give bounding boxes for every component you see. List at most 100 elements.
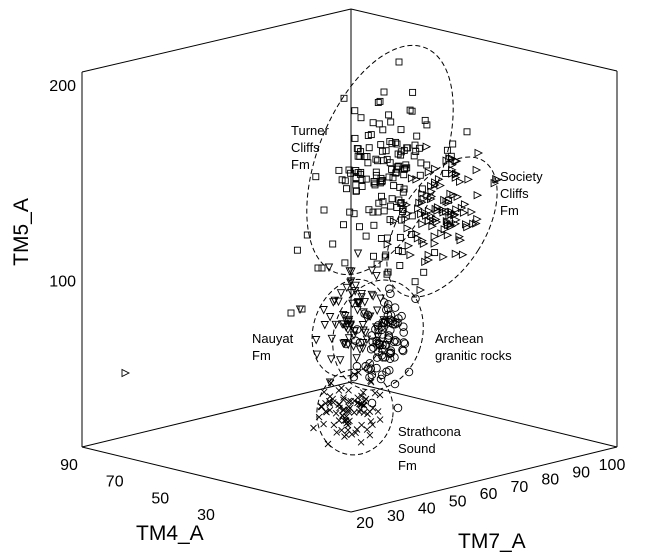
data-point-triangle-right xyxy=(407,174,417,183)
data-point-square xyxy=(380,88,388,96)
data-point-circle xyxy=(398,345,407,355)
data-point-square xyxy=(397,148,405,156)
data-point-circle xyxy=(384,333,394,343)
data-point-square xyxy=(396,183,404,191)
data-point-triangle-right xyxy=(446,189,455,199)
data-point-triangle-right xyxy=(413,234,423,243)
data-point-triangle-down xyxy=(325,313,335,322)
data-point-cross xyxy=(371,389,379,397)
data-point-triangle-down xyxy=(324,263,334,273)
data-point-cross xyxy=(369,421,376,429)
data-point-square xyxy=(379,126,387,134)
data-point-square xyxy=(395,196,403,204)
data-point-square xyxy=(312,173,320,181)
data-point-cross xyxy=(335,387,343,394)
data-point-cross xyxy=(342,431,350,439)
group-label-line: Society xyxy=(500,169,543,184)
data-points xyxy=(121,58,503,448)
data-point-circle xyxy=(366,364,376,373)
data-point-square xyxy=(411,278,419,286)
data-point-circle xyxy=(394,314,403,323)
data-point-cross xyxy=(358,421,365,429)
data-point-square xyxy=(388,195,396,203)
data-point-square xyxy=(378,147,386,155)
data-point-circle xyxy=(386,289,395,298)
data-point-triangle-down xyxy=(344,315,354,325)
data-point-triangle-right xyxy=(447,221,456,231)
data-point-square xyxy=(385,173,393,181)
data-point-triangle-right xyxy=(403,209,413,218)
data-point-triangle-down xyxy=(320,321,330,330)
data-point-triangle-down xyxy=(351,281,360,291)
data-point-square xyxy=(329,240,337,248)
data-point-circle xyxy=(381,316,390,325)
data-point-square xyxy=(408,107,416,115)
data-point-triangle-right xyxy=(490,178,500,188)
data-point-square xyxy=(383,234,391,242)
data-point-triangle-right xyxy=(455,232,464,241)
data-point-triangle-right xyxy=(440,225,450,234)
data-point-square xyxy=(354,152,362,160)
data-point-square xyxy=(354,145,362,153)
data-point-square xyxy=(380,207,388,215)
data-point-cross xyxy=(364,410,371,418)
data-point-triangle-right xyxy=(431,164,440,174)
data-point-square xyxy=(374,99,382,106)
data-point-cross xyxy=(332,409,340,417)
data-point-triangle-right xyxy=(431,178,440,187)
data-point-circle xyxy=(352,362,362,371)
data-point-circle xyxy=(399,328,408,337)
data-point-square xyxy=(375,199,383,207)
data-point-triangle-right xyxy=(418,219,427,229)
data-point-triangle-right xyxy=(452,215,461,225)
data-point-circle xyxy=(385,354,395,363)
data-point-square xyxy=(423,121,431,129)
data-point-cross xyxy=(351,371,358,378)
data-point-square xyxy=(354,169,362,177)
data-point-circle xyxy=(385,366,394,375)
data-point-triangle-down xyxy=(340,339,350,348)
data-point-cross xyxy=(326,406,334,414)
archean-ellipse xyxy=(332,279,424,391)
frame-edge xyxy=(81,446,352,513)
data-point-triangle-down xyxy=(358,339,368,348)
data-point-cross xyxy=(345,386,352,394)
data-point-triangle-right xyxy=(421,208,430,218)
group-label-line: Fm xyxy=(291,157,310,172)
data-point-triangle-right xyxy=(427,192,437,201)
data-point-square xyxy=(345,166,353,174)
data-point-square xyxy=(352,174,360,182)
data-point-triangle-right xyxy=(456,177,465,187)
data-point-triangle-right xyxy=(418,198,427,207)
data-point-cross xyxy=(339,412,346,419)
society-cliffs-ellipse xyxy=(386,156,498,298)
data-point-triangle-right xyxy=(474,148,484,158)
data-point-cross xyxy=(330,421,338,429)
data-point-cross xyxy=(322,408,329,415)
data-point-square xyxy=(357,114,365,122)
data-point-cross xyxy=(356,406,364,413)
data-point-square xyxy=(350,210,358,218)
data-point-triangle-down xyxy=(344,334,354,343)
data-point-square xyxy=(393,140,401,148)
z-tick-label: 80 xyxy=(541,472,559,489)
data-point-triangle-right xyxy=(447,210,456,219)
data-point-circle xyxy=(341,339,351,349)
x-tick-label: 30 xyxy=(197,507,215,524)
data-point-circle xyxy=(380,340,390,350)
data-point-cross xyxy=(326,400,334,407)
data-point-cross xyxy=(366,431,374,439)
z-tick-label: 100 xyxy=(599,457,626,474)
data-point-square xyxy=(338,176,346,184)
data-point-square xyxy=(346,208,354,216)
data-point-circle xyxy=(383,300,393,309)
data-point-triangle-down xyxy=(376,294,385,304)
data-point-square xyxy=(393,165,401,173)
y-tick-label: 100 xyxy=(49,274,76,291)
data-point-square xyxy=(287,309,295,317)
data-point-triangle-right xyxy=(434,174,444,184)
data-point-triangle-right xyxy=(424,250,434,260)
group-label-line: Archean xyxy=(435,331,483,346)
data-point-cross xyxy=(348,430,356,438)
data-point-triangle-down xyxy=(347,267,356,277)
